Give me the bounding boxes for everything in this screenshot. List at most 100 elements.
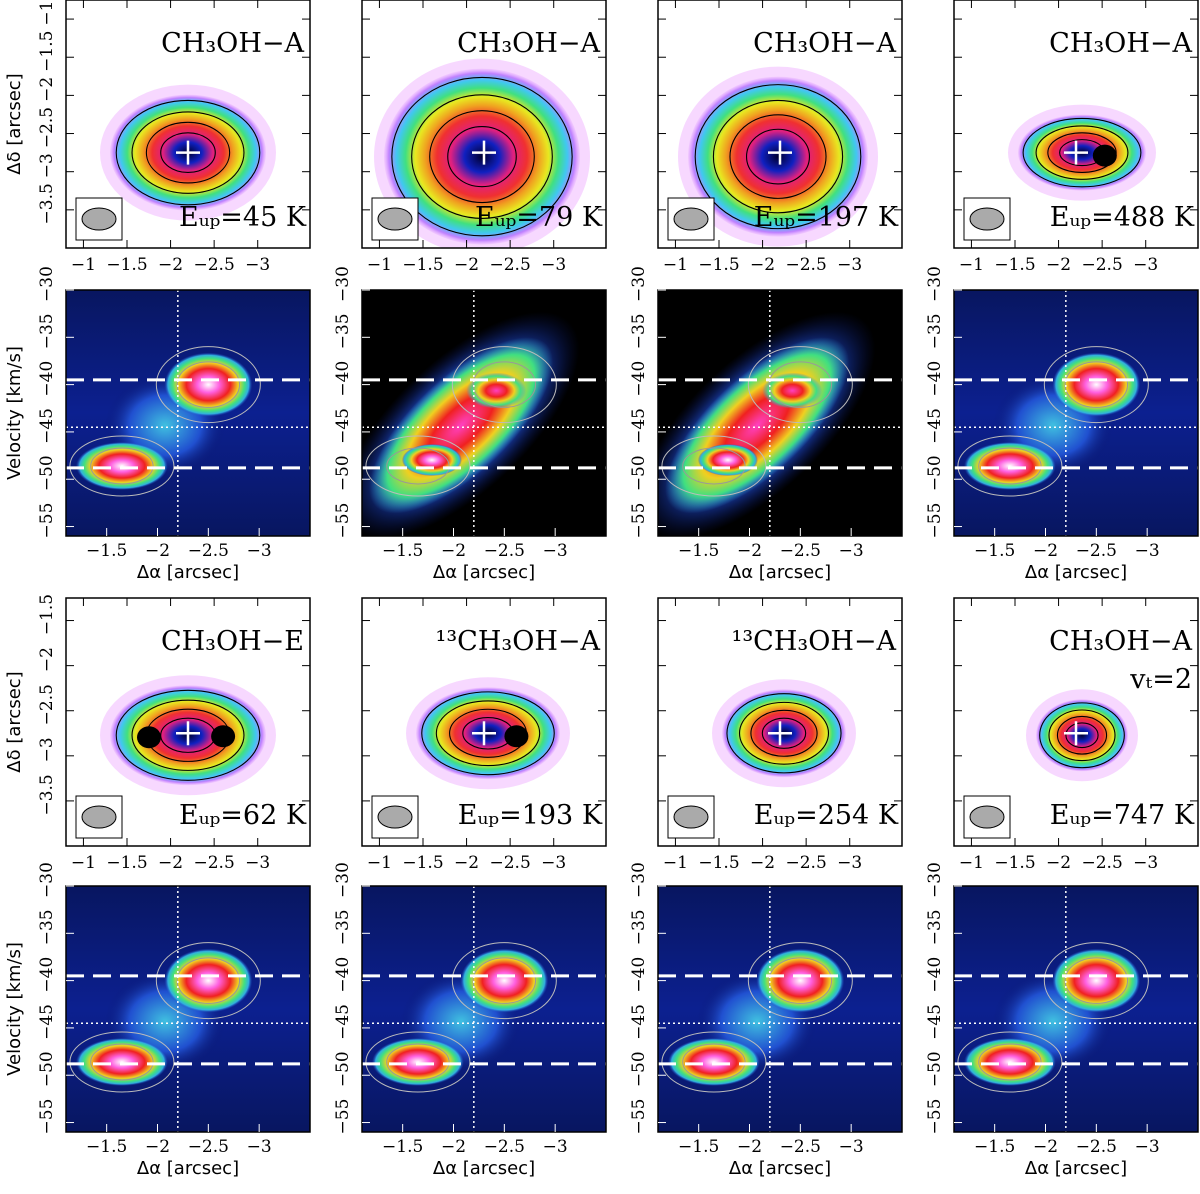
pv-xtick-label: −2 [1033, 541, 1058, 561]
map-xtick-label: −1.5 [402, 853, 443, 873]
pv-xtick-label: −2.5 [1076, 1137, 1117, 1157]
map-xtick-label: −1 [367, 853, 392, 873]
map-xtick-label: −2 [750, 255, 775, 275]
pv-ytick-label: −40 [925, 957, 945, 993]
pv-contour [472, 957, 537, 1004]
dec-axis-label-top: Δδ [arcsec] [4, 73, 25, 174]
pv-contour [69, 1031, 175, 1093]
pv-frame [657, 289, 903, 537]
map-xtick-label: −2 [1046, 853, 1071, 873]
pv-ytick-label: −45 [37, 1004, 57, 1040]
map-frame [657, 597, 903, 847]
pv-contour [1043, 942, 1149, 1020]
pv-ytick-label: −35 [629, 313, 649, 349]
pv-contour [747, 942, 853, 1020]
pv-peak-red [466, 372, 527, 409]
molecule-label: ¹³CH₃OH−A [732, 626, 897, 657]
map-emission [678, 66, 878, 247]
pv-frame [953, 289, 1199, 537]
map-panel-6: −1 −1.5 −2 −2.5 −3 ¹³CH₃OH−A Eᵤₚ=193 K [361, 597, 607, 873]
pv-ytick-label: −50 [629, 455, 649, 491]
pv-contour [90, 447, 154, 485]
map-secondary-peak [504, 725, 529, 748]
map-xtick-label: −3 [837, 853, 862, 873]
map-xtick-label: −2 [158, 853, 183, 873]
map-frame [65, 597, 311, 847]
pv-contour [69, 435, 175, 497]
map-panel-8: −1 −1.5 −2 −2.5 −3 CH₃OH−A vₜ=2 Eᵤₚ=747 K [953, 597, 1199, 873]
map-contour [712, 99, 844, 214]
pv-xtick-label: −2 [1033, 1137, 1058, 1157]
map-xtick-label: −1 [367, 255, 392, 275]
map-xtick-label: −3 [1133, 853, 1158, 873]
pv-contour [978, 447, 1042, 485]
eup-label: Eᵤₚ=45 K [179, 202, 307, 233]
map-contour [1065, 722, 1099, 749]
pv-xtick-label: −3 [247, 1137, 272, 1157]
map-xtick-label: −2 [454, 853, 479, 873]
beam-ellipse [81, 805, 117, 829]
map-contour [750, 709, 818, 757]
eup-label: Eᵤₚ=79 K [475, 202, 603, 233]
map-contour [745, 128, 811, 185]
pv-emission [957, 346, 1149, 497]
pv-panel-1: −1.5 −2 −2.5 −3 −30 −35 −40 −45 −50 −55 Δα [arcsec… [37, 266, 311, 583]
pv-ytick-label: −35 [629, 909, 649, 945]
pv-contour [661, 1031, 767, 1093]
pv-xtick-label: −3 [247, 541, 272, 561]
map-ytick-label: −3 [37, 737, 57, 762]
map-ytick-label: −3.5 [37, 183, 57, 224]
map-xtick-label: −2 [454, 255, 479, 275]
map-ytick-label: −2.5 [37, 107, 57, 148]
map-xtick-label: −3 [245, 853, 270, 873]
map-ytick-label: −1.5 [37, 594, 57, 635]
map-contour [411, 94, 553, 219]
pv-frame [361, 885, 607, 1133]
pv-contour [768, 957, 833, 1004]
map-panel-7: −1 −1.5 −2 −2.5 −3 ¹³CH₃OH−A Eᵤₚ=254 K [657, 597, 903, 873]
pv-ytick-label: −35 [333, 909, 353, 945]
map-xtick-label: −1.5 [698, 853, 739, 873]
map-frame [953, 597, 1199, 847]
beam-ellipse [377, 805, 413, 829]
map-contour [145, 121, 231, 184]
map-xtick-label: −3 [541, 255, 566, 275]
map-xtick-label: −1.5 [402, 255, 443, 275]
pv-xtick-label: −1.5 [382, 541, 423, 561]
beam-ellipse [969, 207, 1005, 231]
map-xtick-label: −1.5 [106, 255, 147, 275]
beam-ellipse [377, 207, 413, 231]
eup-label: Eᵤₚ=62 K [179, 800, 307, 831]
pv-ytick-label: −55 [629, 503, 649, 539]
molecule-label: CH₃OH−A [1049, 626, 1192, 657]
pv-xtick-label: −2.5 [780, 1137, 821, 1157]
eup-label: Eᵤₚ=747 K [1050, 800, 1195, 831]
pv-xtick-label: −1.5 [974, 541, 1015, 561]
map-ytick-label: −2.5 [37, 684, 57, 725]
map-ytick-label: −2 [37, 647, 57, 672]
map-contour [131, 699, 245, 771]
pv-frame [657, 885, 903, 1133]
map-contour [447, 125, 517, 188]
pv-ytick-label: −45 [925, 408, 945, 444]
pv-ytick-label: −45 [333, 1004, 353, 1040]
pv-peak-blue [75, 441, 168, 490]
pv-ytick-label: −50 [37, 1051, 57, 1087]
map-frame [361, 597, 607, 847]
eup-label: Eᵤₚ=193 K [458, 800, 603, 831]
beam-ellipse [673, 207, 709, 231]
pv-peak-blue [667, 1037, 760, 1086]
pv-xtick-label: −2 [441, 541, 466, 561]
pv-contour [472, 361, 537, 408]
eup-label: Eᵤₚ=488 K [1050, 202, 1195, 233]
map-xtick-label: −3 [1133, 255, 1158, 275]
eup-label: Eᵤₚ=197 K [754, 202, 899, 233]
map-ytick-label: −3.5 [37, 774, 57, 815]
map-xtick-label: −1.5 [994, 853, 1035, 873]
pv-panel-7: −1.5 −2 −2.5 −3 −30 −35 −40 −45 −50 −55 Δα [arcsec… [629, 862, 903, 1179]
pv-ytick-label: −30 [629, 266, 649, 302]
eup-label: Eᵤₚ=254 K [754, 800, 899, 831]
pv-ytick-label: −50 [925, 1051, 945, 1087]
pv-emission [957, 942, 1149, 1093]
pv-ytick-label: −35 [925, 313, 945, 349]
